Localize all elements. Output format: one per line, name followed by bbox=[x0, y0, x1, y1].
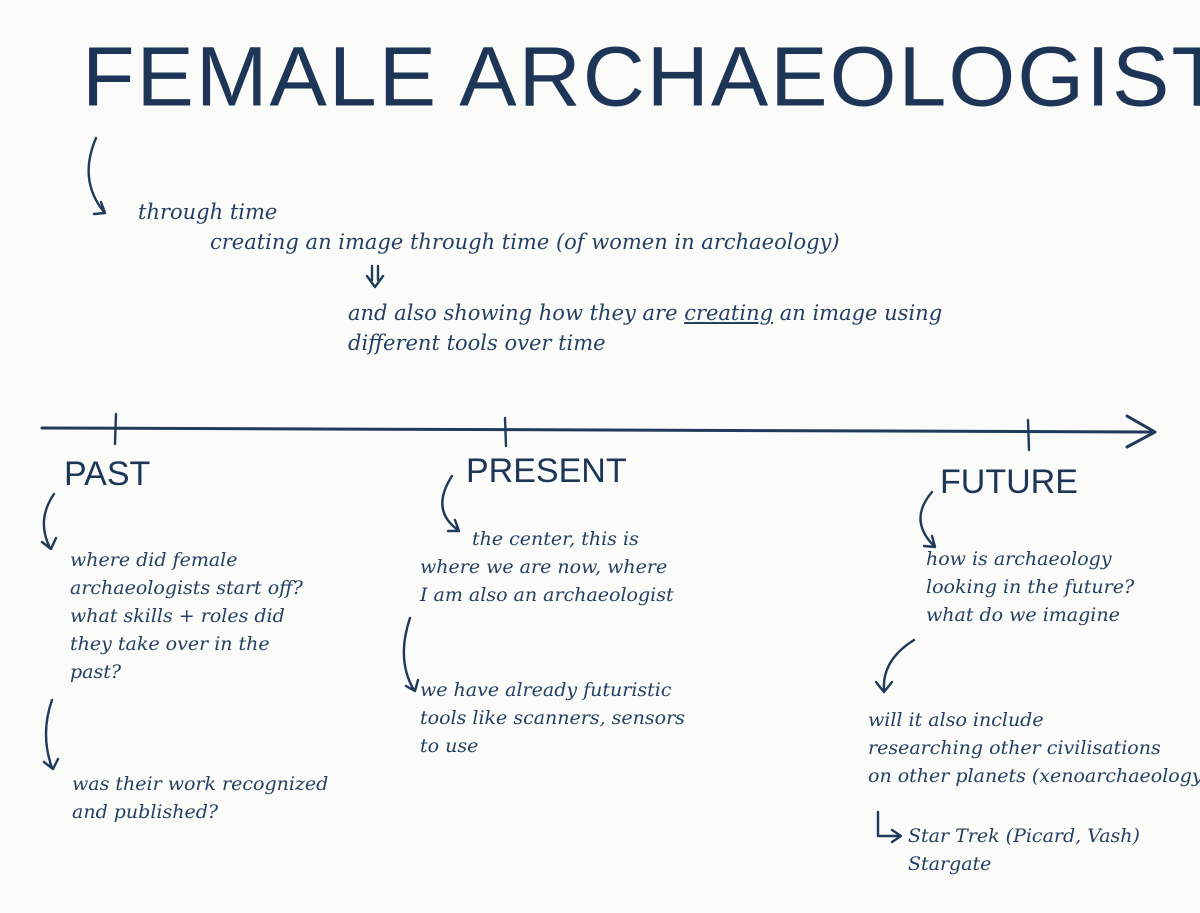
future-note-3: Star Trek (Picard, Vash) Stargate bbox=[908, 822, 1140, 878]
future-arrow-3 bbox=[876, 810, 903, 844]
tick-future bbox=[1026, 418, 1031, 452]
tick-past bbox=[113, 412, 118, 446]
image-down-arrow bbox=[365, 264, 385, 289]
present-note-1-line: where we are now, where bbox=[420, 556, 668, 578]
future-note-2-line: researching other civilisations bbox=[868, 737, 1161, 759]
past-arrow-1 bbox=[40, 492, 58, 551]
present-note-2-line: to use bbox=[420, 735, 479, 757]
present-note-1: the center, this is where we are now, wh… bbox=[420, 525, 674, 609]
future-label: FUTURE bbox=[940, 463, 1078, 501]
future-note-2: will it also include researching other c… bbox=[868, 706, 1200, 790]
intro-line-1: through time bbox=[138, 200, 278, 224]
present-arrow-1 bbox=[441, 474, 461, 533]
future-note-1: how is archaeology looking in the future… bbox=[926, 545, 1134, 629]
intro-block: and also showing how they are creating a… bbox=[348, 298, 942, 358]
past-note-1-line: they take over in the bbox=[70, 633, 270, 655]
future-note-2-line: on other planets (xenoarchaeology) bbox=[868, 765, 1200, 787]
past-note-1: where did female archaeologists start of… bbox=[70, 546, 303, 686]
present-label: PRESENT bbox=[466, 452, 627, 490]
timeline-arrowhead bbox=[1125, 414, 1157, 449]
intro-line-4: different tools over time bbox=[348, 331, 606, 355]
timeline-axis bbox=[40, 426, 1154, 434]
future-arrow-1 bbox=[919, 490, 937, 549]
future-note-3-line: Star Trek (Picard, Vash) bbox=[908, 825, 1140, 847]
page-title: FEMALE ARCHAEOLOGISTS bbox=[82, 29, 1200, 125]
past-note-1-line: what skills + roles did bbox=[70, 605, 285, 627]
past-note-1-line: past? bbox=[70, 661, 122, 683]
present-note-1-line: I am also an archaeologist bbox=[420, 584, 674, 606]
present-note-2-line: we have already futuristic bbox=[420, 679, 672, 701]
present-note-1-line: the center, this is bbox=[472, 528, 639, 550]
tick-present bbox=[503, 416, 508, 448]
past-note-1-line: where did female bbox=[70, 549, 238, 571]
future-note-1-line: what do we imagine bbox=[926, 604, 1120, 626]
intro-line-3-c: an image using bbox=[773, 301, 943, 325]
future-note-1-line: how is archaeology bbox=[926, 548, 1112, 570]
past-label: PAST bbox=[64, 455, 151, 493]
future-note-1-line: looking in the future? bbox=[926, 576, 1135, 598]
past-note-1-line: archaeologists start off? bbox=[70, 577, 303, 599]
past-note-2-line: and published? bbox=[72, 801, 219, 823]
intro-line-3-a: and also showing how they are bbox=[348, 301, 685, 325]
intro-arrow bbox=[87, 136, 107, 216]
future-note-2-line: will it also include bbox=[868, 709, 1044, 731]
intro-line-3-underlined: creating bbox=[684, 301, 774, 325]
present-note-2-line: tools like scanners, sensors bbox=[420, 707, 685, 729]
past-note-2: was their work recognized and published? bbox=[72, 770, 328, 826]
future-arrow-2 bbox=[874, 638, 916, 694]
past-note-2-line: was their work recognized bbox=[72, 773, 329, 795]
intro-line-3: and also showing how they are creating a… bbox=[348, 298, 942, 328]
past-arrow-2 bbox=[42, 698, 60, 771]
present-arrow-2 bbox=[402, 616, 420, 693]
intro-line-2: creating an image through time (of women… bbox=[210, 230, 840, 254]
future-note-3-line: Stargate bbox=[908, 853, 992, 875]
present-note-2: we have already futuristic tools like sc… bbox=[420, 676, 685, 760]
